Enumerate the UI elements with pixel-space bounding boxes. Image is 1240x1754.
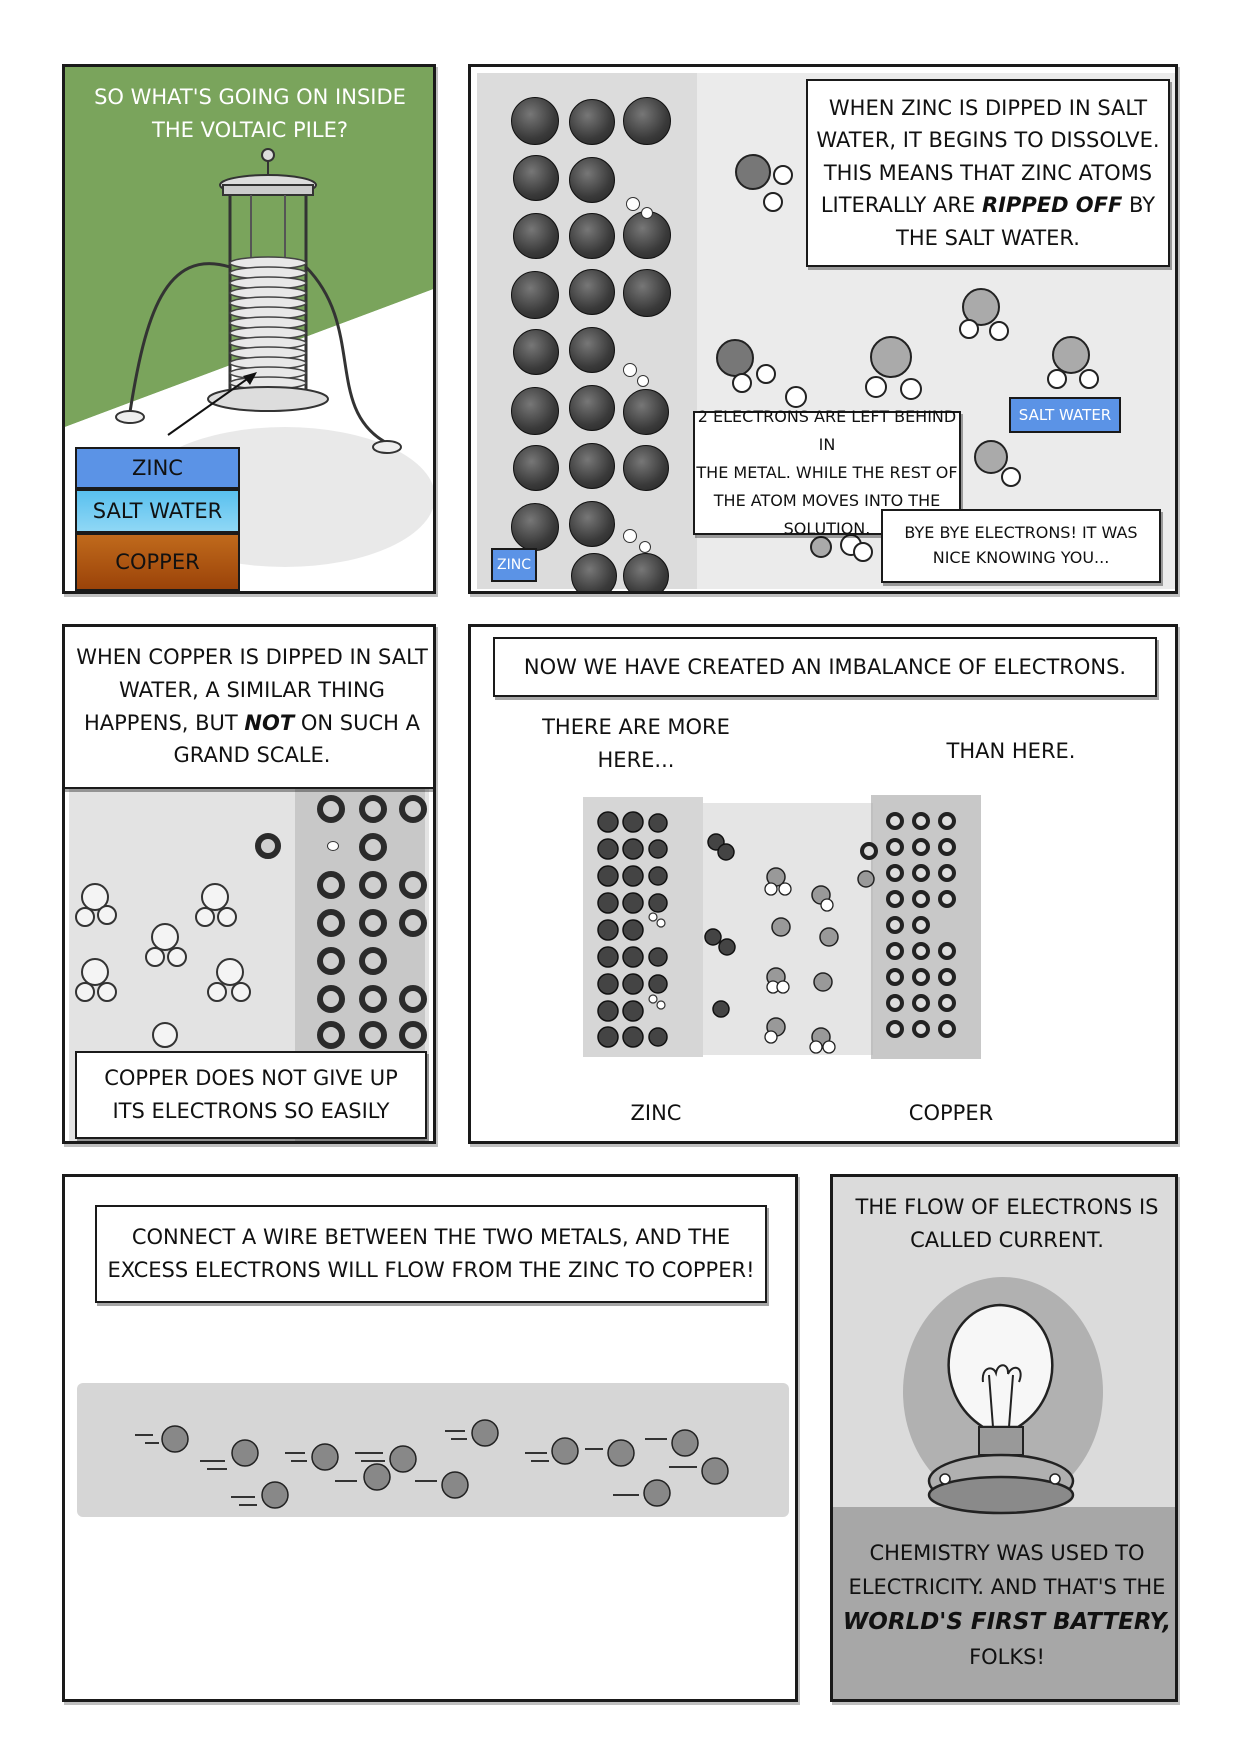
panel-zinc-dissolving: When zinc is dipped in salt water, it be… [468, 64, 1178, 594]
more-here-label: There are more here... [531, 711, 741, 776]
panel3-narration-line3a: happens, but [83, 710, 238, 735]
panel5-narration: Connect a wire between the two metals, a… [95, 1205, 767, 1303]
panel3-narration-emphasis: not [244, 710, 295, 735]
panel2-narration-line5: the salt water. [896, 225, 1080, 250]
bye-electrons-note: Bye bye electrons! It was nice knowing y… [881, 509, 1161, 583]
panel6-bottom-line2: electricity. And that's the [848, 1574, 1166, 1599]
panel3-narration-line2: water, a similar thing [119, 677, 385, 702]
copper-bottom-label: Copper [908, 1101, 994, 1125]
panel6-bottom-line1: Chemistry was used to [869, 1541, 1145, 1565]
copper-ion [255, 833, 281, 859]
panel6-bottom-caption: Chemistry was used to electricity. And t… [839, 1537, 1175, 1675]
panel3-water-molecules [75, 883, 251, 1048]
panel1-caption: So what's going on inside the voltaic pi… [94, 85, 406, 142]
copper-atom-grid [315, 795, 433, 1095]
more-here-line1: There are more [542, 715, 730, 739]
panel-first-battery: The flow of electrons is called current.… [830, 1174, 1178, 1702]
legend-salt-water-label: Salt water [92, 499, 223, 523]
flowing-electrons [135, 1419, 729, 1509]
panel6-top-line1: The flow of electrons is [855, 1195, 1159, 1219]
panel2-narration-emphasis: ripped off [981, 193, 1123, 218]
legend-zinc-label: Zinc [132, 456, 183, 480]
panel-connect-wire: Connect a wire between the two metals, a… [62, 1174, 798, 1702]
legend-copper-label: Copper [115, 550, 200, 574]
zinc-atom-grid [511, 97, 681, 591]
panel3-bottom-line1: Copper does not give up [104, 1066, 398, 1091]
panel3-bottom-line2: its electrons so easily [112, 1099, 390, 1123]
panel6-bottom-line4: folks! [969, 1644, 1045, 1669]
panel3-narration-line1: When copper is dipped in salt [76, 645, 428, 670]
bye-line2: nice knowing you... [932, 548, 1110, 567]
panel2-narration: When zinc is dipped in salt water, it be… [806, 79, 1170, 267]
panel4-atoms [597, 811, 956, 1054]
bye-line1: Bye bye electrons! It was [904, 523, 1138, 543]
electrons-note-line3: the atom moves into the [713, 491, 941, 510]
panel2-narration-line2: water, it begins to dissolve. [816, 128, 1160, 153]
electrons-note-line4: solution. [783, 519, 871, 538]
panel5-narration-line2: excess electrons will flow from the zinc… [107, 1258, 755, 1282]
legend-copper: Copper [75, 533, 240, 591]
panel6-top-caption: The flow of electrons is called current. [839, 1191, 1175, 1256]
than-here-label: than here. [946, 739, 1076, 763]
voltaic-pile-illustration [115, 148, 402, 454]
panel2-narration-line1: When zinc is dipped in salt [828, 95, 1148, 120]
panel-voltaic-pile: So what's going on inside the voltaic pi… [62, 64, 436, 594]
electrons-note-line2: the metal. While the rest of [696, 463, 958, 482]
zinc-tag: Zinc [491, 548, 537, 582]
panel3-narration-line3b: on such a [300, 710, 420, 735]
legend-salt-water: Salt water [75, 489, 240, 533]
panel2-narration-line4b: by [1129, 193, 1156, 218]
panel5-narration-line1: Connect a wire between the two metals, a… [131, 1225, 731, 1250]
more-here-line2: here... [597, 747, 675, 772]
panel4-narration-text: Now we have created an imbalance of elec… [523, 654, 1127, 679]
panel3-bottom-caption: Copper does not give up its electrons so… [75, 1051, 427, 1139]
panel3-narration: When copper is dipped in salt water, a s… [65, 627, 433, 789]
panel6-top-line2: called current. [910, 1227, 1104, 1252]
zinc-bottom-label: Zinc [630, 1101, 682, 1125]
panel6-bottom-emphasis: world's first battery, [842, 1609, 1172, 1636]
salt-water-label-text: Salt water [1018, 406, 1112, 424]
legend-zinc: Zinc [75, 447, 240, 489]
panel2-narration-line3: This means that zinc atoms [823, 160, 1153, 185]
light-bulb-illustration [927, 1303, 1075, 1515]
panel-imbalance: Now we have created an imbalance of elec… [468, 624, 1178, 1144]
electrons-note-line1: 2 electrons are left behind in [697, 407, 957, 454]
zinc-tag-text: Zinc [497, 557, 531, 573]
salt-water-label: Salt water [1009, 397, 1121, 433]
panel6-ground [833, 1507, 1175, 1699]
panel4-narration: Now we have created an imbalance of elec… [493, 637, 1157, 697]
panel2-narration-line4a: literally are [820, 193, 976, 218]
panel3-narration-line4: grand scale. [173, 743, 331, 768]
panel-copper-dipped: When copper is dipped in salt water, a s… [62, 624, 436, 1144]
electrons-left-behind-note: 2 electrons are left behind in the metal… [693, 407, 961, 538]
